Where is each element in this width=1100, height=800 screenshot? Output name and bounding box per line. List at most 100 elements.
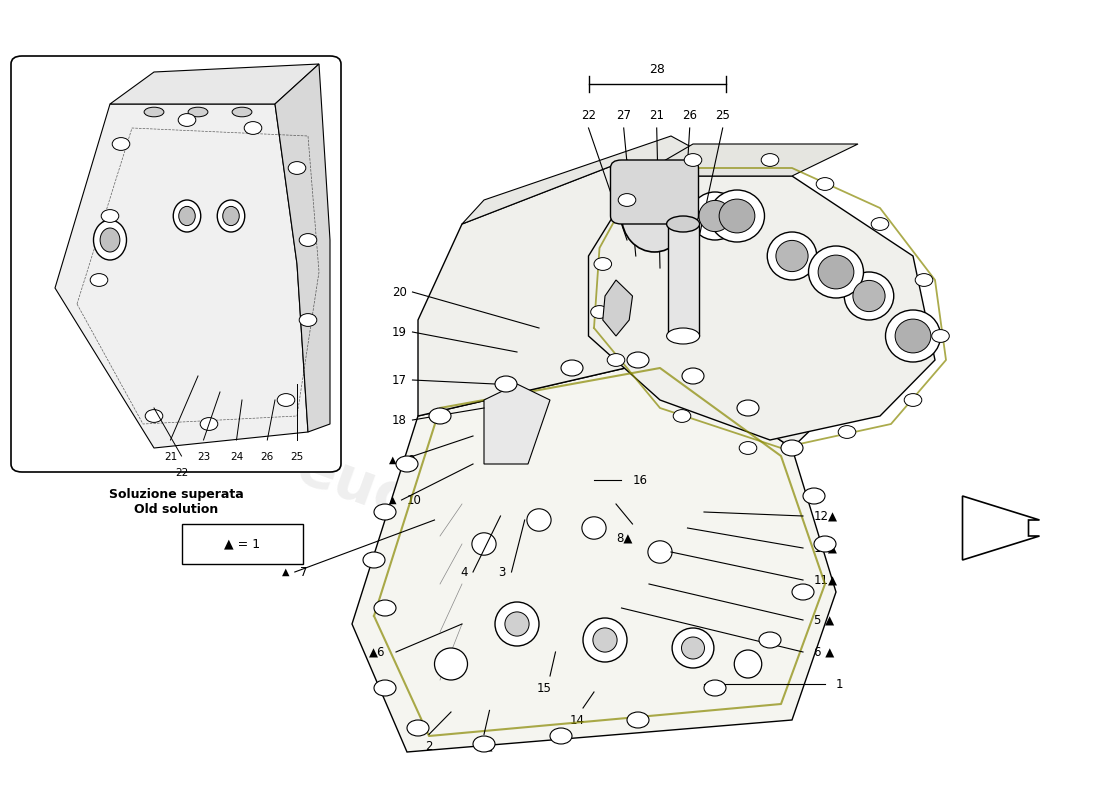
Ellipse shape <box>583 618 627 662</box>
Circle shape <box>618 194 636 206</box>
Text: 25: 25 <box>290 452 304 462</box>
Circle shape <box>473 736 495 752</box>
Circle shape <box>915 274 933 286</box>
Circle shape <box>871 218 889 230</box>
Text: ▲6: ▲6 <box>368 646 385 658</box>
Ellipse shape <box>768 232 816 280</box>
Ellipse shape <box>232 107 252 117</box>
Circle shape <box>396 456 418 472</box>
Text: 23: 23 <box>197 452 210 462</box>
Text: 3: 3 <box>498 566 506 578</box>
Circle shape <box>178 114 196 126</box>
Circle shape <box>90 274 108 286</box>
FancyBboxPatch shape <box>182 524 302 564</box>
Circle shape <box>682 368 704 384</box>
Circle shape <box>101 210 119 222</box>
Text: 6▲: 6▲ <box>475 740 493 753</box>
Ellipse shape <box>667 216 700 232</box>
Ellipse shape <box>94 220 126 260</box>
Circle shape <box>200 418 218 430</box>
Text: 25: 25 <box>715 109 730 122</box>
Circle shape <box>550 728 572 744</box>
Text: ▲: ▲ <box>282 567 289 577</box>
Circle shape <box>495 376 517 392</box>
Circle shape <box>112 138 130 150</box>
Circle shape <box>904 394 922 406</box>
Ellipse shape <box>895 319 931 353</box>
Text: 2: 2 <box>426 740 432 753</box>
Circle shape <box>792 584 814 600</box>
Circle shape <box>673 410 691 422</box>
Text: eucar: eucar <box>289 438 481 554</box>
Polygon shape <box>962 496 1040 560</box>
Circle shape <box>374 600 396 616</box>
Ellipse shape <box>818 255 854 289</box>
Ellipse shape <box>886 310 940 362</box>
Polygon shape <box>462 136 803 224</box>
Text: 8▲: 8▲ <box>617 532 632 545</box>
Ellipse shape <box>505 612 529 636</box>
Polygon shape <box>110 64 319 104</box>
Ellipse shape <box>735 650 761 678</box>
Ellipse shape <box>776 240 808 272</box>
Circle shape <box>627 712 649 728</box>
Ellipse shape <box>100 228 120 252</box>
Polygon shape <box>418 160 858 448</box>
Ellipse shape <box>495 602 539 646</box>
Text: 1: 1 <box>836 678 844 690</box>
Circle shape <box>704 680 726 696</box>
Circle shape <box>761 154 779 166</box>
Polygon shape <box>484 384 550 464</box>
Circle shape <box>363 552 385 568</box>
Circle shape <box>288 162 306 174</box>
Ellipse shape <box>582 517 606 539</box>
Text: 22: 22 <box>581 109 596 122</box>
Text: 22: 22 <box>175 468 188 478</box>
Text: 17: 17 <box>392 374 407 386</box>
Text: ▲: ▲ <box>388 495 396 505</box>
Ellipse shape <box>719 199 755 233</box>
Ellipse shape <box>593 628 617 652</box>
Ellipse shape <box>682 637 704 659</box>
Circle shape <box>429 408 451 424</box>
Circle shape <box>739 442 757 454</box>
Text: 5 ▲: 5 ▲ <box>814 614 834 626</box>
Circle shape <box>816 178 834 190</box>
Circle shape <box>932 330 949 342</box>
Ellipse shape <box>672 628 714 668</box>
Text: 13▲: 13▲ <box>814 542 838 554</box>
Text: 21: 21 <box>649 109 664 122</box>
Polygon shape <box>638 144 858 176</box>
FancyBboxPatch shape <box>11 56 341 472</box>
Ellipse shape <box>527 509 551 531</box>
Text: 27: 27 <box>616 109 631 122</box>
Text: 11▲: 11▲ <box>814 574 838 586</box>
Ellipse shape <box>222 206 240 226</box>
Text: 14: 14 <box>570 714 585 726</box>
Ellipse shape <box>710 190 764 242</box>
Polygon shape <box>55 104 308 448</box>
Circle shape <box>407 720 429 736</box>
Ellipse shape <box>852 280 886 312</box>
Polygon shape <box>668 224 698 336</box>
Text: 18: 18 <box>392 414 407 426</box>
Circle shape <box>607 354 625 366</box>
Text: 28: 28 <box>649 63 664 76</box>
Polygon shape <box>352 360 836 752</box>
Text: eurocars
apart: eurocars apart <box>439 394 661 534</box>
Text: 10: 10 <box>407 494 422 506</box>
Polygon shape <box>603 280 632 336</box>
Ellipse shape <box>218 200 244 232</box>
FancyBboxPatch shape <box>610 160 698 224</box>
Text: 26: 26 <box>682 109 697 122</box>
Text: 16: 16 <box>632 474 648 486</box>
Ellipse shape <box>691 192 739 240</box>
Ellipse shape <box>434 648 468 680</box>
Text: 4: 4 <box>460 566 467 578</box>
Circle shape <box>374 504 396 520</box>
Circle shape <box>838 426 856 438</box>
Ellipse shape <box>698 200 732 232</box>
Circle shape <box>244 122 262 134</box>
Ellipse shape <box>648 541 672 563</box>
Text: 15: 15 <box>537 682 552 694</box>
